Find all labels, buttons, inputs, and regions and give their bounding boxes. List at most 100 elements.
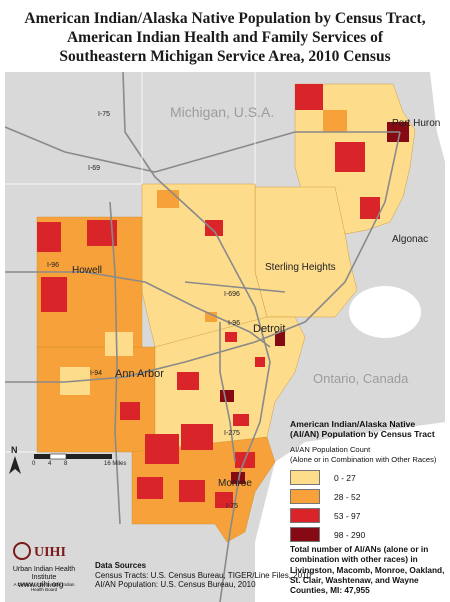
tract [205,312,217,322]
city-label-detroit: Detroit [253,323,286,335]
tract [335,142,365,172]
road-label-i96: I-96 [47,262,60,269]
legend-title-line-2: (AI/AN) Population by Census Tract [290,429,435,439]
road-label-i75-north: I-75 [98,111,111,118]
tract [177,372,199,390]
census-tract-map [5,72,445,602]
legend-title-line-1: American Indian/Alaska Native [290,419,416,429]
total-line-5: Counties, MI: 47,955 [290,585,370,596]
lake-erie [255,422,445,602]
region-label-ontario: Ontario, Canada [313,371,409,386]
logo-tagline: A Division of the Seattle Indian Health … [13,582,75,592]
sources-line-1: Census Tracts: U.S. Census Bureau, TIGER… [95,570,311,580]
sources-heading: Data Sources [95,561,147,570]
tract-highlights [37,84,409,508]
legend-swatch [290,489,320,504]
region-label-michigan: Michigan, U.S.A. [170,104,275,120]
highways [5,72,401,602]
total-line-2: combination with other races) in [290,554,418,565]
tract [205,220,223,236]
legend-sub-line-1: AI/AN Population Count [290,445,371,454]
legend-label: 98 - 290 [334,529,366,540]
road-label-i75-south: I-75 [226,503,239,510]
washtenaw-county [36,346,156,453]
legend-swatch [290,508,320,523]
road-us23 [109,201,121,525]
map-title: American Indian/Alaska Native Population… [0,9,450,66]
tract [275,332,285,346]
tract [323,110,347,132]
road-label-i96-east: I-96 [228,320,241,327]
legend-swatch [290,527,320,542]
road-i96 [5,271,271,348]
tract [220,390,234,402]
total-line-4: St. Clair, Washtenaw, and Wayne [290,574,419,585]
road-label-i94: I-94 [90,370,103,377]
tract [179,480,205,502]
scale-unit: 16 Miles [104,461,127,467]
legend: American Indian/Alaska Native (AI/AN) Po… [290,419,445,544]
title-line-1: American Indian/Alaska Native Population… [24,10,426,27]
north-arrow-letter: N [11,445,18,455]
legend-title: American Indian/Alaska Native (AI/AN) Po… [290,419,445,439]
sources-line-2: AI/AN Population: U.S. Census Bureau, 20… [95,580,256,590]
road-i275 [219,322,236,463]
legend-items: 0 - 27 28 - 52 53 - 97 98 - 290 [290,468,445,544]
tract [295,84,323,110]
city-label-monroe: Monroe [218,478,252,489]
tract [120,402,140,420]
tract [360,197,380,219]
tract [137,477,163,499]
logo-mark-text: UIHI [34,545,66,560]
city-label-port-huron: Port Huron [392,118,441,129]
tract [41,277,67,312]
legend-item: 28 - 52 [290,487,445,506]
website-link[interactable]: www.uihi.org [18,580,64,589]
legend-item: 98 - 290 [290,525,445,544]
legend-item: 53 - 97 [290,506,445,525]
total-line-3: Livingston, Macomb, Monroe, Oakland, [290,564,445,575]
legend-label: 28 - 52 [334,491,361,502]
tract [181,424,213,450]
road-label-i69: I-69 [88,165,101,172]
road-i94 [5,131,401,383]
city-label-sterling-heights: Sterling Heights [265,262,336,273]
lake-st-clair [349,286,421,338]
legend-item: 0 - 27 [290,468,445,487]
scale-tick-8: 8 [64,461,68,467]
tract [157,190,179,208]
tract [225,332,237,342]
scale-bar [34,453,112,460]
data-sources: Data Sources Census Tracts: U.S. Census … [95,561,311,590]
tract [233,414,249,426]
road-i696 [184,281,286,293]
title-line-2: American Indian Health and Family Servic… [66,29,384,46]
uihi-logo-mark: UIHI [13,542,66,560]
tract [255,357,265,367]
north-arrow-icon [9,456,21,474]
scale-tick-0: 0 [32,461,36,467]
scale-tick-4: 4 [48,461,52,467]
total-population-note: Total number of AI/ANs (alone or in comb… [290,544,448,595]
total-line-1: Total number of AI/ANs (alone or in [290,544,429,554]
legend-swatch [290,470,320,485]
city-label-algonac: Algonac [392,234,429,245]
outside-borders [5,72,256,453]
tract [145,434,179,464]
lake-huron [430,72,445,162]
road-i69 [5,126,400,173]
road-i75 [122,72,271,602]
legend-subtitle: AI/AN Population Count (Alone or in Comb… [290,445,445,464]
logo-name: Urban Indian Health Institute [12,566,76,581]
tract [231,472,245,484]
city-label-ann-arbor: Ann Arbor [115,368,164,380]
legend-sub-line-2: (Alone or in Combination with Other Race… [290,454,437,464]
uihi-logo: UIHI Urban Indian Health Institute A Div… [8,541,80,592]
tract [37,222,61,252]
city-label-howell: Howell [72,265,103,276]
road-label-i275: I-275 [224,430,240,437]
road-label-i696: I-696 [224,291,240,298]
tract [105,332,133,356]
title-line-3: Southeastern Michigan Service Area, 2010… [59,48,391,65]
